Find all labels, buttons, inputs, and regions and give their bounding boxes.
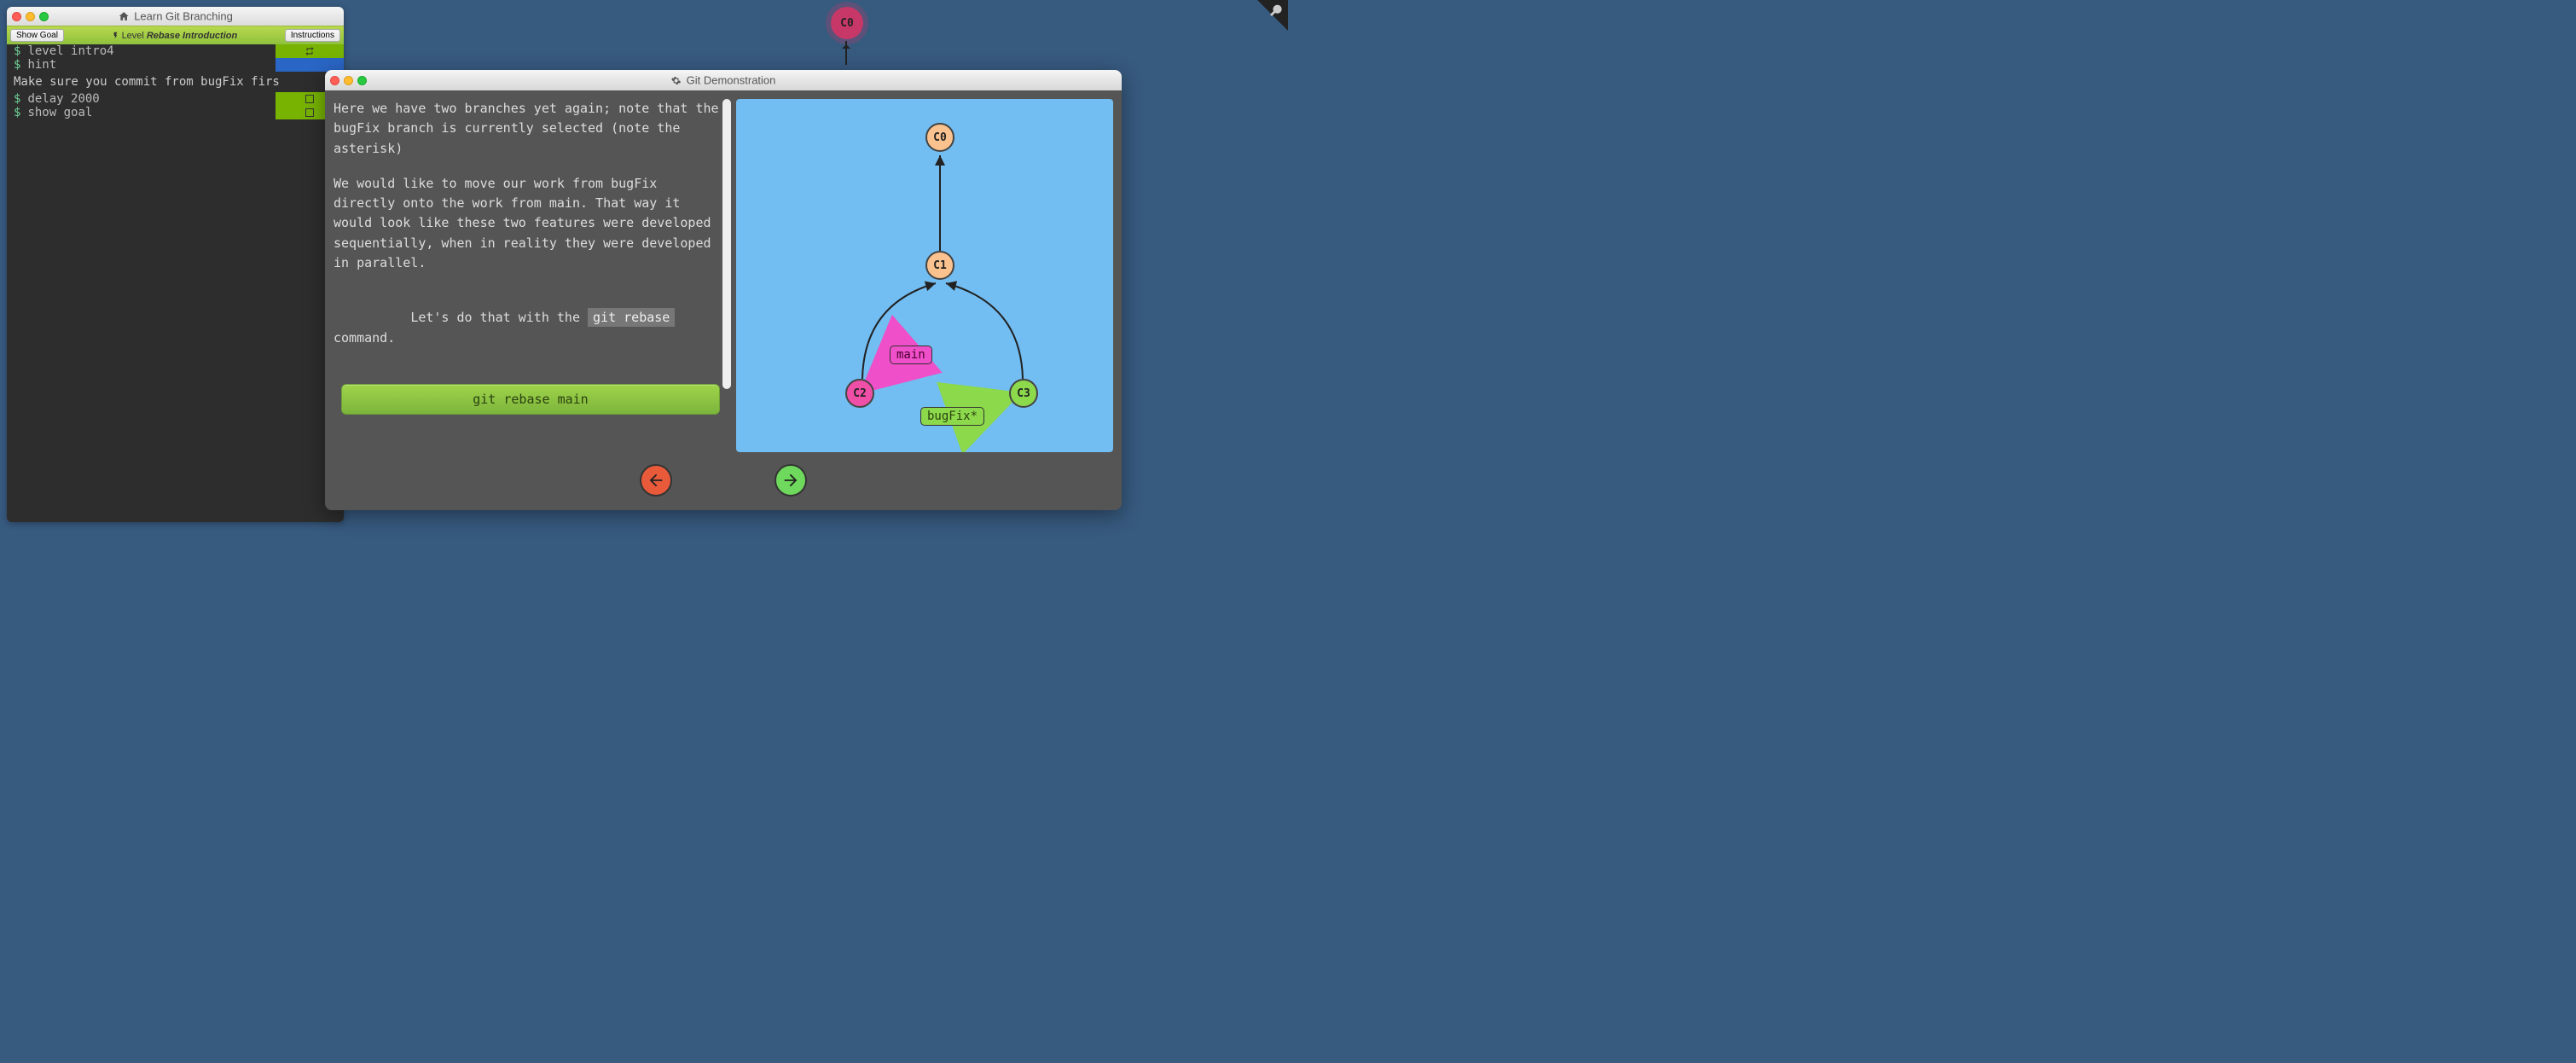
branch-tag-main[interactable]: main [890,346,932,364]
prev-button[interactable] [640,464,672,497]
arrow-left-icon [647,471,665,490]
gear-icon [671,75,682,85]
background-terminal-window: Learn Git Branching Show Goal Level Reba… [7,7,344,522]
term-line: $ hint [7,58,344,72]
retweet-icon [276,44,344,58]
instructions-button[interactable]: Instructions [285,29,340,42]
next-button[interactable] [775,464,807,497]
bg-close-dot[interactable] [12,12,21,21]
commit-node-c0[interactable]: C0 [925,123,954,152]
modal-text-area: Here we have two branches yet again; not… [334,99,728,363]
demo-command-button[interactable]: git rebase main [341,384,720,415]
bg-min-dot[interactable] [26,12,35,21]
bg-title-text: Learn Git Branching [134,10,233,23]
level-indicator: Level Rebase Introduction [112,31,238,41]
code-inline: git rebase [588,308,675,327]
terminal-body: $ level intro4 $ hint Make sure you comm… [7,44,344,522]
bg-titlebar: Learn Git Branching [7,7,344,26]
terminal-message: Make sure you commit from bugFix firs [7,72,344,92]
commit-node-c3[interactable]: C3 [1009,379,1038,408]
term-line: $ delay 2000 [7,92,344,106]
commit-node-c1[interactable]: C1 [925,251,954,280]
modal-max-dot[interactable] [357,76,367,85]
home-icon [118,11,129,22]
term-line: $ level intro4 [7,44,344,58]
branch-tag-bugfix[interactable]: bugFix* [920,407,984,426]
graph-svg [736,99,1113,452]
show-goal-button[interactable]: Show Goal [10,29,64,42]
bolt-icon [112,31,119,40]
modal-para-2: We would like to move our work from bugF… [334,174,724,273]
modal-min-dot[interactable] [344,76,353,85]
modal-close-dot[interactable] [330,76,339,85]
arrow-right-icon [781,471,800,490]
bg-toolbar: Show Goal Level Rebase Introduction Inst… [7,26,344,44]
corner-fold-icon[interactable] [1257,0,1288,31]
modal-para-3: Let's do that with the git rebase comman… [334,288,724,363]
git-graph-panel: C0 C1 C2 C3 main bugFix* [736,99,1113,452]
commit-node-c2[interactable]: C2 [845,379,874,408]
bg-arrow [845,41,847,65]
modal-left-panel: Here we have two branches yet again; not… [334,99,728,459]
bg-commit-c0: C0 [831,7,863,39]
modal-para-1: Here we have two branches yet again; not… [334,99,724,159]
modal-title-text: Git Demonstration [687,74,776,87]
modal-titlebar: Git Demonstration [325,70,1122,90]
git-demo-modal: Git Demonstration Here we have two branc… [325,70,1122,510]
term-line: $ show goal [7,106,344,119]
scrollbar-track[interactable] [722,99,731,389]
bg-max-dot[interactable] [39,12,49,21]
